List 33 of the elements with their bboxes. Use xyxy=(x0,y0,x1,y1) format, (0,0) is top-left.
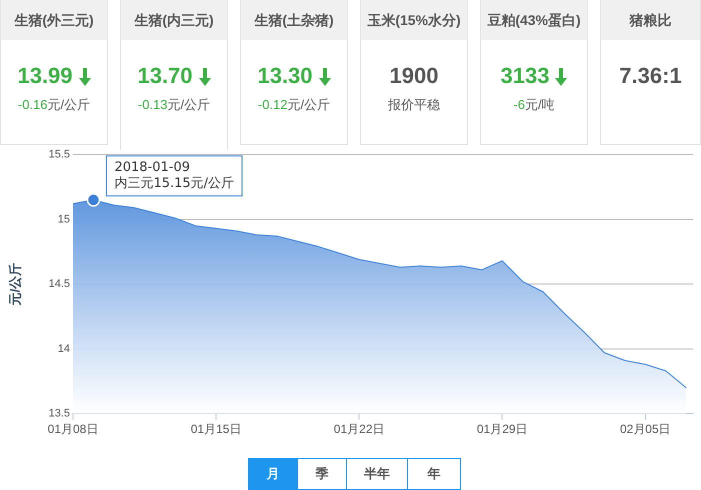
text: 1900 xyxy=(390,63,438,88)
text: 生猪(外三元) xyxy=(1,0,107,40)
annotation: 2018-01-09 内三元15.15元/公斤 xyxy=(114,160,234,191)
text: 生猪(土杂猪) xyxy=(241,0,347,40)
text: 玉米(15%水分) xyxy=(361,0,467,40)
x-tick-label: 01月22日 xyxy=(334,422,385,436)
text: 猪粮比 xyxy=(601,0,700,40)
text: 月 xyxy=(249,459,297,489)
text: 13.99 xyxy=(17,63,73,88)
y-axis-title: 元/公斤 xyxy=(7,262,22,306)
text: 报价平稳 xyxy=(387,96,441,114)
text: 半年 xyxy=(346,459,407,489)
text: 13.30 xyxy=(257,63,313,88)
text: 生猪(内三元) xyxy=(121,0,227,40)
y-tick-label: 15.5 xyxy=(48,148,70,161)
y-tick-label: 13.5 xyxy=(48,408,70,420)
text: -0.16元/公斤 xyxy=(18,97,90,112)
text: -0.12元/公斤 xyxy=(258,97,330,112)
y-tick-label: 14.5 xyxy=(48,278,70,290)
text: -6元/吨 xyxy=(513,97,555,112)
x-tick-label: 01月15日 xyxy=(190,422,242,436)
y-tick-label: 14 xyxy=(58,342,70,355)
text: 年 xyxy=(407,459,460,489)
x-tick-label: 02月05日 xyxy=(620,422,671,436)
text: 豆粕(43%蛋白) xyxy=(481,0,587,40)
text: 13.70 xyxy=(137,63,193,88)
x-tick-label: 01月08日 xyxy=(48,422,98,436)
x-tick-label: 01月29日 xyxy=(476,422,528,436)
y-tick-label: 15 xyxy=(58,213,70,226)
text: -0.13元/公斤 xyxy=(138,97,210,112)
text: 季 xyxy=(297,459,346,489)
text: 3133 xyxy=(500,63,550,88)
text: 7.36:1 xyxy=(619,63,682,88)
